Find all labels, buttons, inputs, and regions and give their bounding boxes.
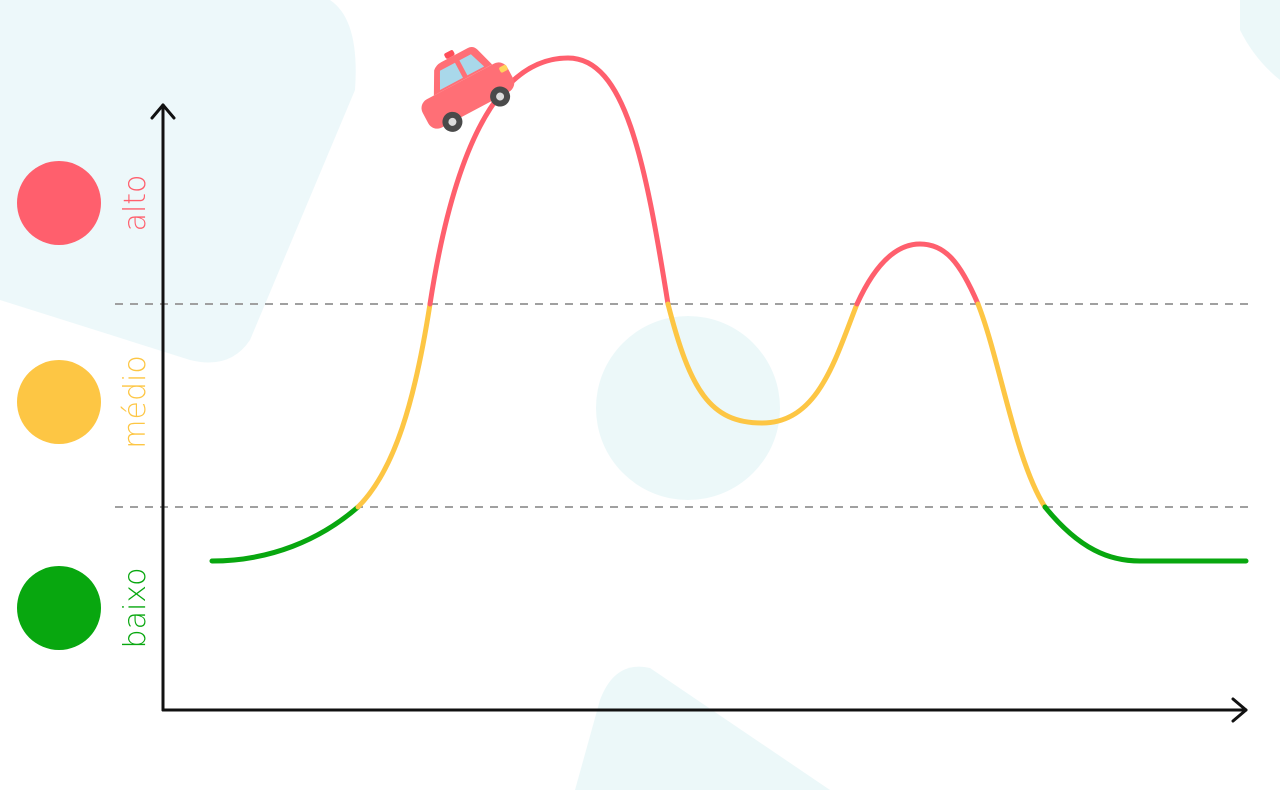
legend: alto médio baixo — [17, 161, 153, 650]
curve-segment-high-second-peak — [854, 241, 981, 307]
curve-segment-medium-fall — [975, 301, 1048, 510]
level-label-medium: médio — [118, 355, 153, 448]
background-shape-right — [1240, 0, 1280, 80]
curve-segment-low-end — [1042, 504, 1249, 564]
x-axis-arrow — [1231, 697, 1248, 723]
background-shape-center — [596, 316, 780, 500]
axes — [150, 103, 1248, 723]
car-roof-light — [444, 50, 455, 59]
level-dot-low — [17, 566, 101, 650]
car-body — [421, 62, 515, 129]
car-wheel-rear-hub — [448, 117, 457, 126]
level-label-high: alto — [118, 175, 153, 232]
car-window-front — [439, 62, 463, 90]
curve-segment-high-main-peak — [427, 55, 671, 307]
y-axis-arrow — [150, 103, 176, 120]
curve-segment-low-start — [209, 504, 361, 564]
background-shape-bottom — [575, 666, 830, 790]
level-dot-medium — [17, 360, 101, 444]
curve-segment-medium-valley — [665, 301, 860, 426]
car-window-rear — [459, 54, 485, 76]
car-wheel-front-hub — [496, 92, 505, 101]
level-label-low: baixo — [118, 568, 153, 649]
car-headlight — [499, 64, 508, 73]
curve-segment-medium-rise — [355, 301, 433, 510]
background-shape-left — [0, 0, 356, 363]
risk-curve — [209, 55, 1249, 564]
level-dot-high — [17, 161, 101, 245]
car-icon — [421, 47, 515, 132]
